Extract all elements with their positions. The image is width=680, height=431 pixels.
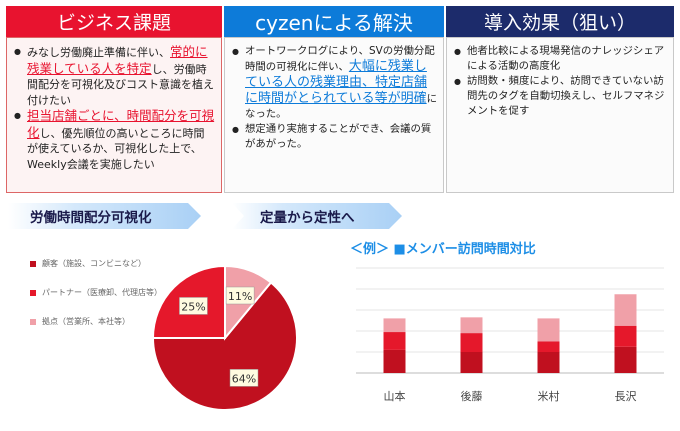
bar-segment [615, 326, 637, 347]
bar-chart-title: ＜例＞ ■メンバー訪問時間対比 [350, 238, 536, 257]
bar-category-label: 米村 [538, 389, 560, 403]
effect-column: 他者比較による現場発信のナレッジシェアによる活動の高度化 訪問数・頻度により、訪… [446, 37, 674, 193]
business-issues-column: みなし労働廃止準備に伴い、常的に残業している人を特定し、労働時間配分を可視化及び… [6, 37, 222, 193]
issue-2-text: し、優先順位の高いところに時間が使えているか、可視化した上で、Weekly会議を… [27, 127, 205, 171]
solution-2-text: 想定通り実施することができ、会議の質があがった。 [245, 123, 431, 150]
pie-value-label: 11% [228, 290, 252, 303]
legend-label-customers: 顧客（施設、コンビニなど） [42, 258, 146, 269]
solution-bullet-2: 想定通り実施することができ、会議の質があがった。 [231, 122, 437, 152]
pie-value-label: 25% [181, 300, 205, 313]
header-business-issues: ビジネス課題 [6, 6, 222, 37]
effect-bullet-2: 訪問数・頻度により、訪問できていない訪問先のタグを自動切換えし、セルフマネジメン… [453, 74, 667, 119]
bar-segment [615, 347, 637, 373]
pie-chart: 64% 25% 11% [140, 258, 330, 423]
comparison-table: ビジネス課題 cyzenによる解決 導入効果（狙い） みなし労働廃止準備に伴い、… [6, 6, 674, 193]
legend-swatch-light [30, 319, 36, 325]
bar-chart: 山本 後藤 米村 長沢 [350, 258, 670, 423]
legend-label-bases: 拠点（営業所、本社等） [42, 316, 130, 327]
bar-segment [538, 318, 560, 341]
bar-segment [384, 318, 406, 332]
solution-bullet-1: オートワークログにより、SVの労働分配時間の可視化に伴い、大幅に残業している人の… [231, 44, 437, 122]
bar-category-label: 後藤 [461, 389, 483, 403]
header-cyzen-solution: cyzenによる解決 [224, 6, 444, 37]
issue-bullet-2: 担当店舗ごとに、時間配分を可視化し、優先順位の高いところに時間が使えているか、可… [13, 108, 215, 172]
effect-bullet-1: 他者比較による現場発信のナレッジシェアによる活動の高度化 [453, 44, 667, 74]
bar-segment [461, 333, 483, 352]
bar-segment [615, 294, 637, 326]
solution-column: オートワークログにより、SVの労働分配時間の可視化に伴い、大幅に残業している人の… [224, 37, 444, 193]
bar-segment [461, 317, 483, 333]
bar-segment [384, 332, 406, 350]
bar-category-label: 山本 [384, 389, 406, 403]
issue-1-text-a: みなし労働廃止準備に伴い、 [27, 46, 170, 59]
legend-swatch-dark [30, 261, 36, 267]
bar-segment [384, 350, 406, 373]
header-introduction-effect: 導入効果（狙い） [446, 6, 674, 37]
effect-1-text: 他者比較による現場発信のナレッジシェアによる活動の高度化 [467, 45, 664, 72]
issue-bullet-1: みなし労働廃止準備に伴い、常的に残業している人を特定し、労働時間配分を可視化及び… [13, 44, 215, 108]
banner-right-label: 定量から定性へ [260, 206, 355, 226]
banner-left-label: 労働時間配分可視化 [30, 206, 152, 226]
bar-segment [538, 342, 560, 353]
banner-time-allocation: 労働時間配分可視化 [8, 203, 201, 229]
bar-category-label: 長沢 [615, 389, 637, 403]
bar-segment [461, 352, 483, 373]
legend-swatch-mid [30, 290, 36, 296]
effect-2-text: 訪問数・頻度により、訪問できていない訪問先のタグを自動切換えし、セルフマネジメン… [467, 75, 664, 117]
banner-quant-to-qual: 定量から定性へ [232, 203, 402, 229]
bar-segment [538, 352, 560, 373]
pie-value-label: 64% [232, 372, 256, 385]
